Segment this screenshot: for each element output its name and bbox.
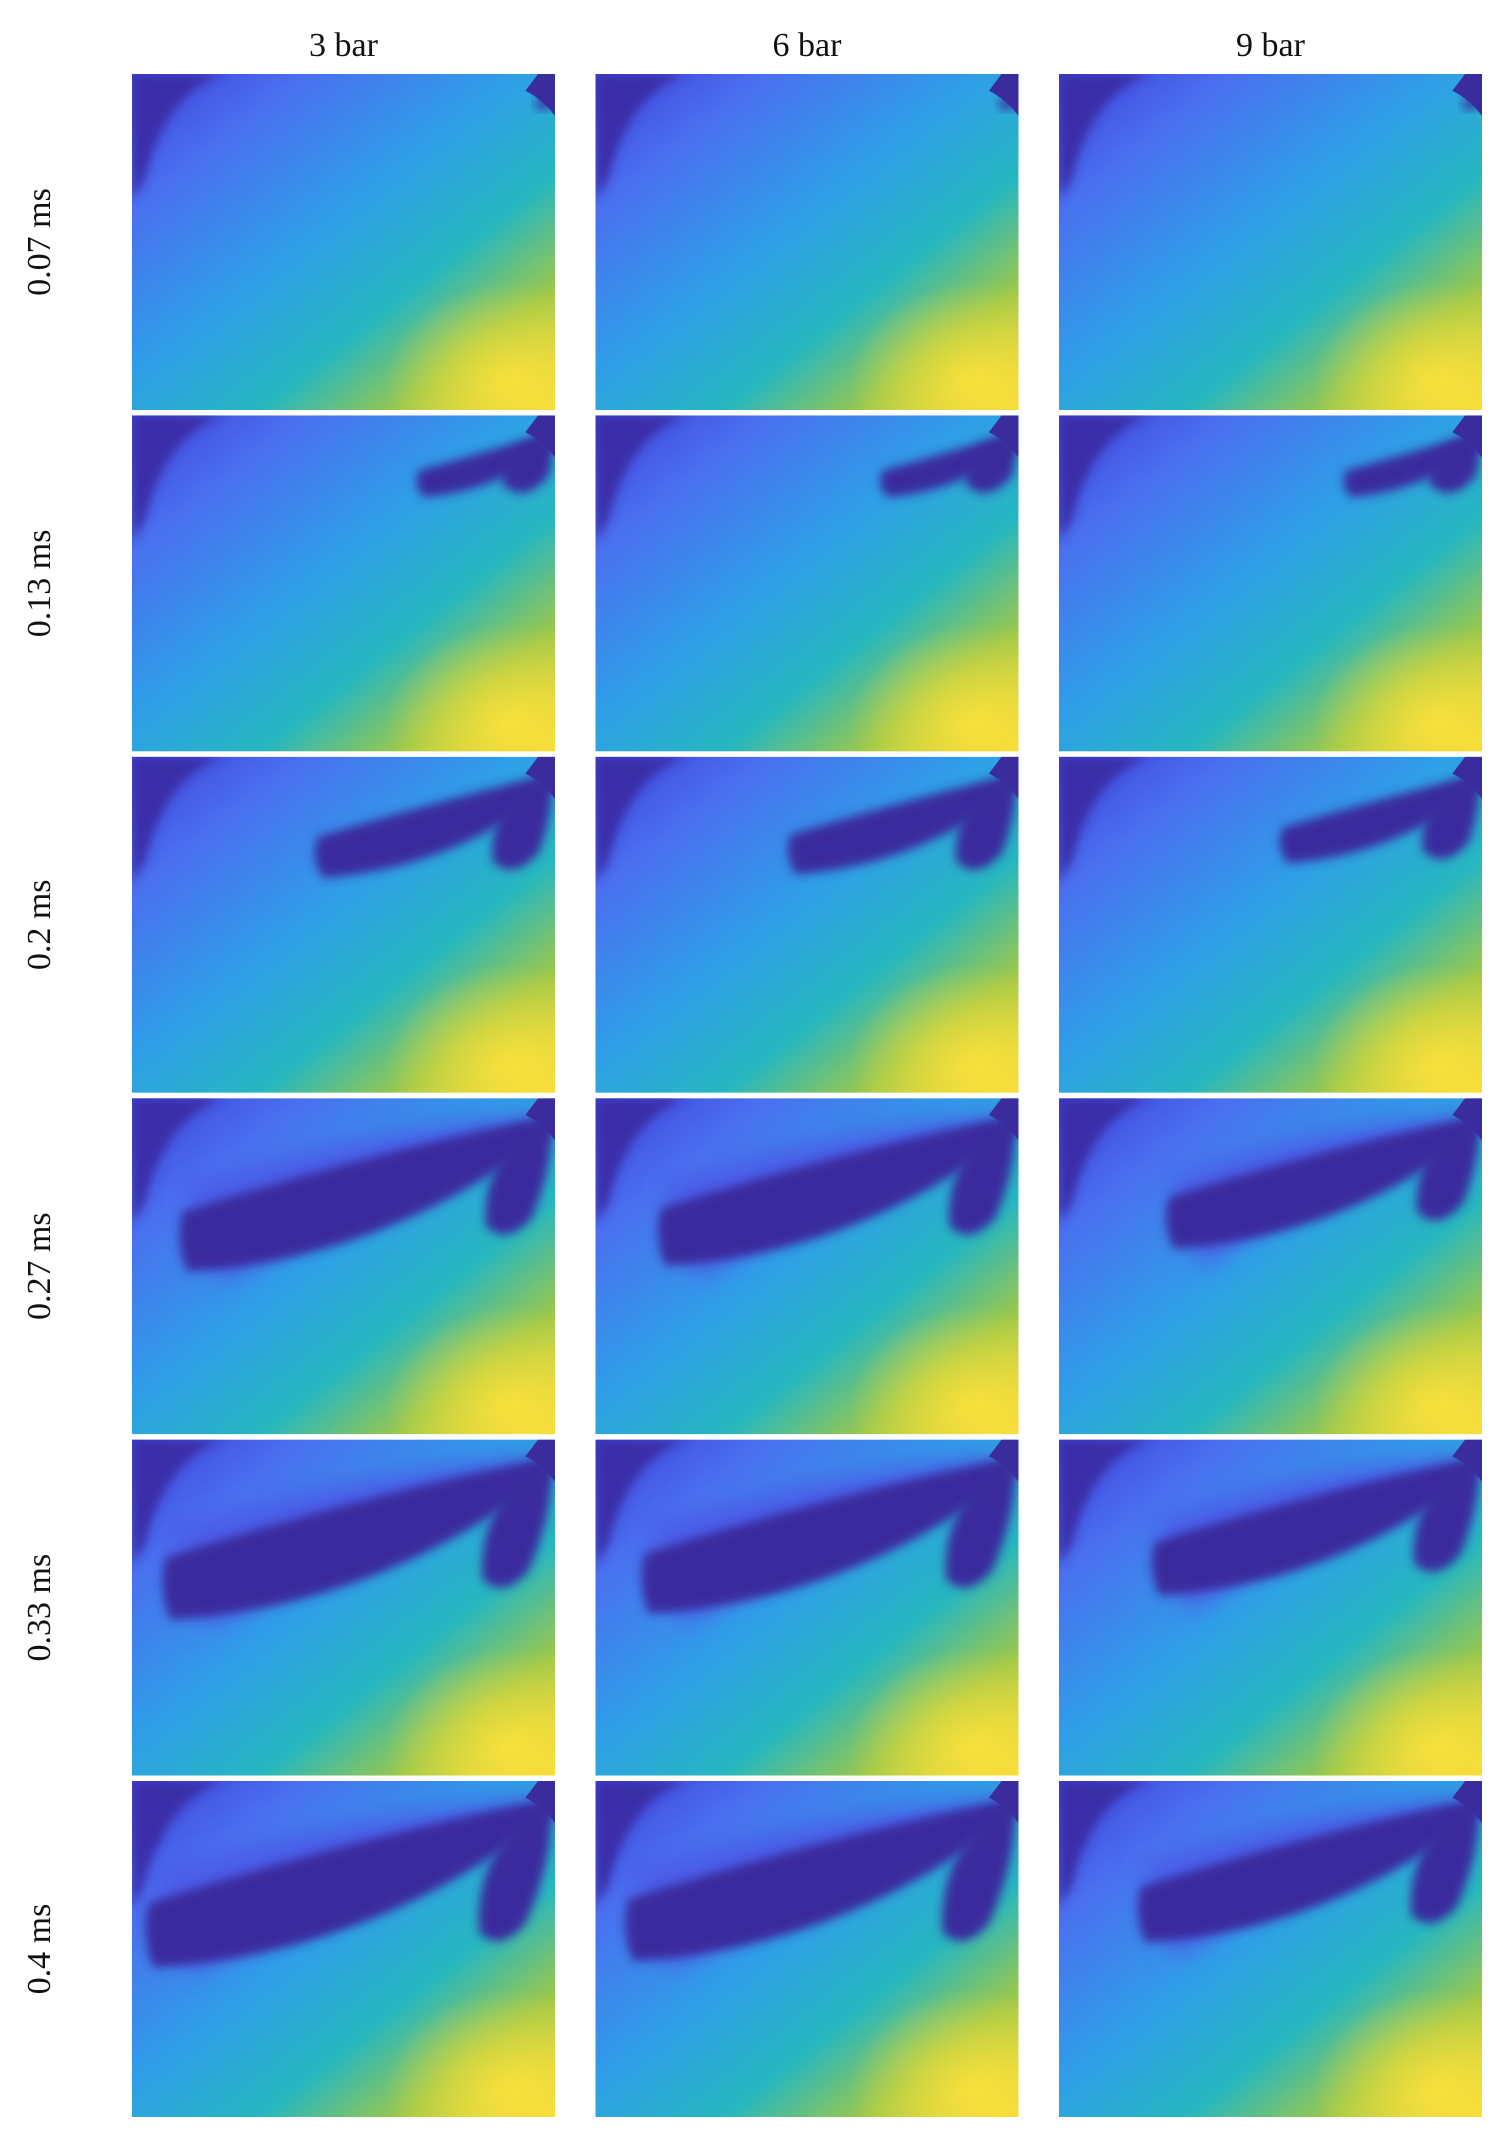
spray-image bbox=[595, 756, 1019, 1093]
spray-plume bbox=[1165, 1115, 1478, 1249]
corner-shadow bbox=[1059, 756, 1153, 883]
nozzle bbox=[988, 1439, 1019, 1482]
spray-image bbox=[132, 1098, 555, 1435]
spray-image bbox=[132, 756, 555, 1093]
row-label: 0.4 ms bbox=[21, 1904, 58, 1995]
spray-plume bbox=[1137, 1797, 1478, 1943]
column-header: 9 bar bbox=[1236, 27, 1306, 64]
corner-shadow bbox=[595, 74, 689, 200]
spray-lobe bbox=[492, 777, 552, 870]
corner-shadow bbox=[595, 1098, 689, 1225]
row-label: 0.07 ms bbox=[21, 188, 58, 296]
corner-shadow bbox=[132, 74, 226, 200]
nozzle bbox=[525, 1098, 555, 1141]
nozzle bbox=[525, 1439, 555, 1482]
spray-image bbox=[132, 74, 555, 410]
spray-image bbox=[1059, 1098, 1482, 1435]
nozzle bbox=[988, 74, 1019, 116]
spray-image bbox=[1059, 1781, 1482, 2117]
corner-shadow bbox=[132, 756, 226, 883]
nozzle bbox=[1452, 756, 1482, 799]
spray-image bbox=[132, 415, 555, 752]
row-label: 0.13 ms bbox=[21, 530, 58, 638]
spray-image bbox=[132, 1781, 555, 2117]
corner-shadow bbox=[1059, 1098, 1153, 1225]
nozzle bbox=[1452, 1439, 1482, 1482]
spray-plume bbox=[625, 1797, 1015, 1962]
hot-spot bbox=[132, 74, 555, 410]
nozzle bbox=[525, 1781, 555, 1823]
corner-shadow bbox=[1059, 415, 1153, 542]
nozzle bbox=[525, 415, 555, 458]
spray-plume bbox=[1151, 1456, 1478, 1596]
spray-lobe bbox=[945, 1460, 1015, 1588]
spray-lobe bbox=[502, 436, 553, 494]
spray-plume bbox=[787, 773, 1015, 875]
row-label: 0.33 ms bbox=[21, 1554, 58, 1662]
column-header: 6 bar bbox=[773, 27, 843, 64]
corner-shadow bbox=[595, 415, 689, 542]
spray-image bbox=[1059, 74, 1482, 410]
spray-image bbox=[595, 1098, 1019, 1435]
nozzle bbox=[1452, 74, 1482, 116]
spray-plume bbox=[179, 1115, 551, 1272]
corner-shadow bbox=[132, 1098, 226, 1225]
spray-plume bbox=[657, 1115, 1015, 1266]
spray-lobe bbox=[482, 1460, 552, 1588]
spray-lobe bbox=[965, 436, 1017, 494]
nozzle bbox=[1452, 1781, 1482, 1823]
spray-lobe bbox=[955, 777, 1016, 870]
column-header: 3 bar bbox=[309, 27, 379, 64]
spray-image bbox=[132, 1439, 555, 1776]
nozzle bbox=[525, 74, 555, 116]
spray-lobe bbox=[942, 1802, 1015, 1941]
spray-lobe bbox=[1422, 777, 1479, 860]
spray-image bbox=[1059, 756, 1482, 1093]
spray-lobe bbox=[1410, 1802, 1479, 1924]
spray-plume bbox=[162, 1456, 551, 1620]
spray-image bbox=[1059, 1439, 1482, 1776]
corner-shadow bbox=[1059, 1439, 1153, 1566]
nozzle bbox=[988, 756, 1019, 799]
spray-image bbox=[595, 415, 1019, 752]
spray-image bbox=[595, 74, 1019, 410]
hot-spot bbox=[595, 74, 1019, 410]
corner-shadow bbox=[132, 415, 226, 542]
nozzle bbox=[988, 1098, 1019, 1141]
spray-plume bbox=[641, 1456, 1015, 1614]
spray-lobe bbox=[485, 1119, 552, 1235]
spray-lobe bbox=[948, 1119, 1015, 1235]
nozzle bbox=[988, 415, 1019, 458]
spray-lobe bbox=[1413, 1460, 1479, 1572]
corner-shadow bbox=[132, 1439, 226, 1566]
spray-lobe bbox=[1429, 436, 1480, 494]
spray-plume bbox=[145, 1797, 551, 1968]
spray-plume bbox=[314, 773, 551, 878]
row-label: 0.27 ms bbox=[21, 1212, 58, 1320]
spray-image bbox=[595, 1439, 1019, 1776]
spray-plume bbox=[1279, 773, 1478, 864]
spray-lobe bbox=[478, 1802, 552, 1941]
nozzle bbox=[988, 1781, 1019, 1823]
corner-shadow bbox=[1059, 1781, 1153, 1907]
corner-shadow bbox=[595, 756, 689, 883]
nozzle bbox=[1452, 415, 1482, 458]
row-label: 0.2 ms bbox=[21, 879, 58, 970]
corner-shadow bbox=[595, 1781, 689, 1907]
spray-image bbox=[595, 1781, 1019, 2117]
nozzle bbox=[1452, 1098, 1482, 1141]
hot-spot bbox=[1059, 74, 1482, 410]
corner-shadow bbox=[595, 1439, 689, 1566]
nozzle bbox=[525, 756, 555, 799]
spray-lobe bbox=[1416, 1119, 1479, 1221]
corner-shadow bbox=[1059, 74, 1153, 200]
corner-shadow bbox=[132, 1781, 226, 1907]
spray-image bbox=[1059, 415, 1482, 752]
